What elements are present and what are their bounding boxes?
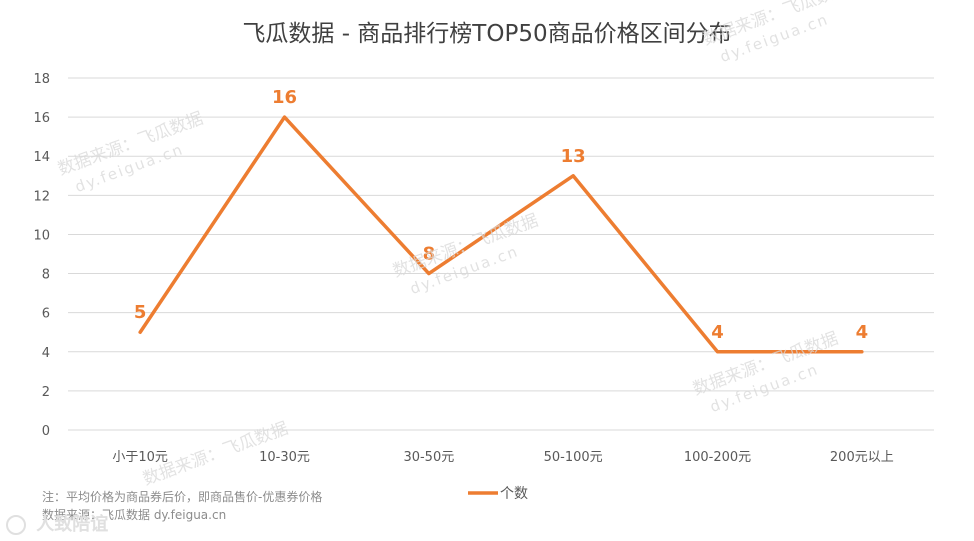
x-tick-label: 50-100元: [544, 450, 603, 465]
y-tick-label: 10: [33, 228, 50, 243]
x-axis-ticks: 小于10元 10-30元 30-50元 50-100元 100-200元 200元以上: [112, 450, 893, 465]
series-line: [138, 115, 864, 354]
x-tick-label: 100-200元: [684, 450, 751, 465]
source-note: 数据来源：飞瓜数据 dy.feigua.cn: [42, 508, 227, 522]
legend-label: 个数: [500, 486, 528, 502]
y-tick-label: 12: [33, 189, 50, 204]
footnote: 注：平均价格为商品券后价，即商品售价-优惠券价格: [42, 490, 323, 504]
data-label: 16: [272, 87, 297, 108]
camera-ring-icon: [6, 515, 26, 535]
data-labels: 5 16 8 13 4 4: [134, 87, 868, 343]
grid-lines: [68, 77, 934, 431]
x-tick-label: 10-30元: [259, 450, 310, 465]
y-tick-label: 6: [42, 307, 50, 322]
data-label: 13: [561, 146, 586, 167]
y-tick-label: 0: [42, 424, 50, 439]
series-layer: [138, 115, 864, 354]
y-tick-label: 14: [33, 150, 50, 165]
y-tick-label: 4: [42, 346, 50, 361]
corner-logo-text: 人致陪谊: [36, 514, 109, 535]
y-tick-label: 18: [33, 72, 50, 87]
chart-title: 飞瓜数据 - 商品排行榜TOP50商品价格区间分布: [242, 21, 732, 47]
y-tick-label: 16: [33, 111, 50, 126]
data-label: 5: [134, 302, 147, 323]
legend: 个数: [468, 486, 528, 502]
corner-logo: 人致陪谊: [6, 510, 108, 536]
data-label: 8: [423, 244, 436, 265]
x-tick-label: 200元以上: [830, 450, 894, 465]
data-label: 4: [856, 322, 869, 343]
data-label: 4: [711, 322, 724, 343]
y-axis-ticks: 0 2 4 6 8 10 12 14 16 18: [33, 72, 50, 439]
y-tick-label: 8: [42, 268, 50, 283]
x-tick-label: 30-50元: [403, 450, 454, 465]
x-tick-label: 小于10元: [112, 450, 168, 465]
y-tick-label: 2: [42, 385, 50, 400]
